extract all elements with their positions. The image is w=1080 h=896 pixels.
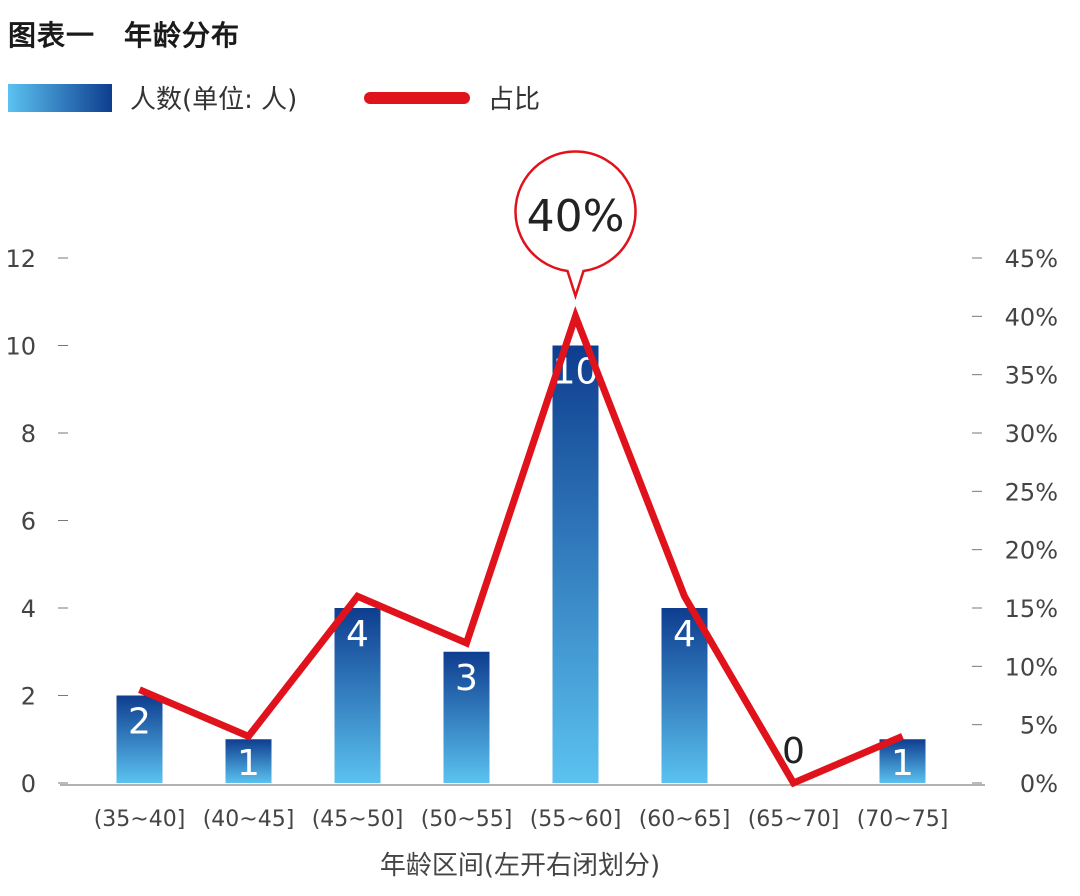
legend-line-label: 占比 [488, 85, 540, 115]
legend-bar-swatch [8, 84, 112, 112]
bar [552, 345, 599, 783]
bar [225, 739, 272, 783]
legend-bar-label: 人数(单位: 人) [130, 85, 297, 115]
chart-title: 图表一 年龄分布 [8, 19, 241, 52]
bar [443, 651, 490, 783]
x-tick-label: (55~60] [530, 807, 622, 832]
y-tick-label: 6 [21, 508, 36, 536]
y2-tick-label: 35% [1005, 362, 1058, 390]
x-tick-label: (40~45] [203, 807, 295, 832]
bar-value-label: 3 [455, 658, 478, 699]
y2-tick-label: 10% [1005, 653, 1058, 681]
bar [334, 608, 381, 783]
callout-bubble [514, 150, 637, 301]
x-tick-label: (60~65] [639, 807, 731, 832]
y-tick-label: 10 [5, 333, 36, 361]
y2-tick-label: 0% [1020, 770, 1058, 798]
callout-label: 40% [527, 191, 625, 242]
bar-value-label: 1 [891, 743, 914, 784]
y2-tick-label: 40% [1005, 303, 1058, 331]
y2-tick-label: 5% [1020, 712, 1058, 740]
bar-value-label: 1 [237, 743, 260, 784]
bar [116, 695, 163, 783]
x-tick-label: (35~40] [94, 807, 186, 832]
y2-tick-label: 45% [1005, 245, 1058, 273]
y-tick-label: 2 [21, 683, 36, 711]
bar-value-label: 4 [673, 614, 696, 655]
bar-value-label: 2 [128, 702, 151, 743]
y2-tick-label: 25% [1005, 478, 1058, 506]
bar-value-label: 0 [782, 731, 805, 772]
y-tick-label: 8 [21, 420, 36, 448]
x-tick-label: (65~70] [748, 807, 840, 832]
x-tick-label: (70~75] [857, 807, 949, 832]
y-tick-label: 12 [5, 245, 36, 273]
x-tick-label: (45~50] [312, 807, 404, 832]
percent-line [138, 306, 904, 788]
bar-value-label: 4 [346, 614, 369, 655]
bar [661, 608, 708, 783]
y2-tick-label: 30% [1005, 420, 1058, 448]
x-tick-label: (50~55] [421, 807, 513, 832]
y2-tick-label: 20% [1005, 537, 1058, 565]
y2-tick-label: 15% [1005, 595, 1058, 623]
y-tick-label: 4 [21, 595, 36, 623]
y-tick-label: 0 [21, 770, 36, 798]
x-axis-title: 年龄区间(左开右闭划分) [380, 851, 660, 881]
